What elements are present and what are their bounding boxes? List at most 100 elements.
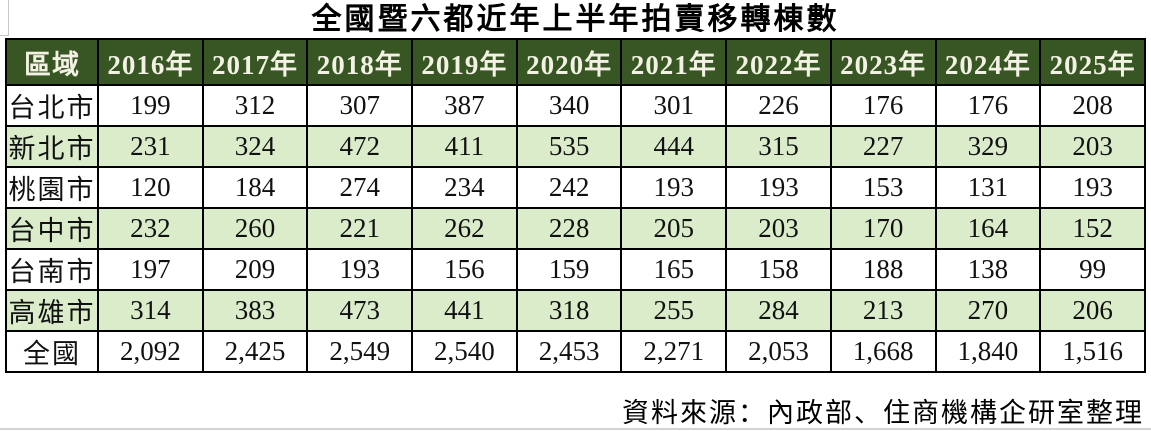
- value-cell: 164: [934, 207, 1042, 250]
- table-body: 台北市 199 312 307 387 340 301 226 176 176 208 新北市 231 3…: [5, 84, 1146, 373]
- value-cell: 176: [829, 84, 937, 127]
- value-cell: 226: [725, 84, 832, 127]
- row-label: 新北市: [5, 125, 99, 168]
- value-cell: 193: [1039, 166, 1146, 209]
- value-cell: 2,092: [97, 330, 204, 373]
- table-row: 桃園市 120 184 274 234 242 193 193 153 131 193: [5, 166, 1146, 209]
- year-column-header: 2018年: [306, 38, 414, 86]
- screenshot-bottom-edge-line: [0, 428, 1151, 430]
- auction-transfer-table: 區域 2016年 2017年 2018年 2019年 2020年 2021年 2022年 202…: [5, 38, 1146, 373]
- value-cell: 284: [725, 289, 832, 332]
- table-header: 區域 2016年 2017年 2018年 2019年 2020年 2021年 2022年 202…: [5, 38, 1146, 86]
- year-column-header: 2025年: [1039, 38, 1146, 86]
- value-cell: 209: [201, 248, 309, 291]
- value-cell: 131: [934, 166, 1042, 209]
- table-row: 台中市 232 260 221 262 228 205 203 170 164 152: [5, 207, 1146, 250]
- value-cell: 270: [934, 289, 1042, 332]
- excel-gridline-horizontal-artifact: [0, 35, 8, 36]
- value-cell: 2,271: [620, 330, 728, 373]
- row-label: 台南市: [5, 248, 99, 291]
- value-cell: 193: [306, 248, 414, 291]
- value-cell: 170: [829, 207, 937, 250]
- value-cell: 329: [934, 125, 1042, 168]
- year-column-header: 2021年: [620, 38, 728, 86]
- table-title: 全國暨六都近年上半年拍賣移轉棟數: [311, 3, 840, 36]
- value-cell: 255: [620, 289, 728, 332]
- value-cell: 176: [934, 84, 1042, 127]
- table-row: 台北市 199 312 307 387 340 301 226 176 176 208: [5, 84, 1146, 127]
- value-cell: 120: [97, 166, 204, 209]
- value-cell: 324: [201, 125, 309, 168]
- year-column-header: 2020年: [515, 38, 623, 86]
- table-row: 全國 2,092 2,425 2,549 2,540 2,453 2,271 2,053 1,6…: [5, 330, 1146, 373]
- value-cell: 340: [515, 84, 623, 127]
- value-cell: 2,453: [515, 330, 623, 373]
- value-cell: 314: [97, 289, 204, 332]
- value-cell: 444: [620, 125, 728, 168]
- value-cell: 1,516: [1039, 330, 1146, 373]
- value-cell: 159: [515, 248, 623, 291]
- value-cell: 184: [201, 166, 309, 209]
- value-cell: 193: [620, 166, 728, 209]
- excel-gridline-vertical-artifact: [8, 0, 9, 36]
- value-cell: 227: [829, 125, 937, 168]
- value-cell: 206: [1039, 289, 1146, 332]
- value-cell: 473: [306, 289, 414, 332]
- row-label: 台中市: [5, 207, 99, 250]
- value-cell: 1,840: [934, 330, 1042, 373]
- value-cell: 1,668: [829, 330, 937, 373]
- value-cell: 165: [620, 248, 728, 291]
- region-column-header: 區域: [5, 38, 99, 86]
- value-cell: 231: [97, 125, 204, 168]
- value-cell: 262: [411, 207, 518, 250]
- value-cell: 156: [411, 248, 518, 291]
- value-cell: 274: [306, 166, 414, 209]
- value-cell: 383: [201, 289, 309, 332]
- value-cell: 221: [306, 207, 414, 250]
- year-column-header: 2019年: [411, 38, 518, 86]
- value-cell: 2,053: [725, 330, 832, 373]
- source-note: 資料來源：內政部、住商機構企研室整理: [622, 398, 1144, 428]
- value-cell: 138: [934, 248, 1042, 291]
- value-cell: 208: [1039, 84, 1146, 127]
- year-column-header: 2016年: [97, 38, 204, 86]
- year-column-header: 2024年: [934, 38, 1042, 86]
- value-cell: 205: [620, 207, 728, 250]
- value-cell: 203: [1039, 125, 1146, 168]
- year-column-header: 2023年: [829, 38, 937, 86]
- value-cell: 387: [411, 84, 518, 127]
- value-cell: 99: [1039, 248, 1146, 291]
- value-cell: 153: [829, 166, 937, 209]
- value-cell: 441: [411, 289, 518, 332]
- table-row: 台南市 197 209 193 156 159 165 158 188 138 99: [5, 248, 1146, 291]
- value-cell: 2,549: [306, 330, 414, 373]
- value-cell: 315: [725, 125, 832, 168]
- row-label: 高雄市: [5, 289, 99, 332]
- value-cell: 234: [411, 166, 518, 209]
- value-cell: 472: [306, 125, 414, 168]
- value-cell: 242: [515, 166, 623, 209]
- value-cell: 411: [411, 125, 518, 168]
- value-cell: 193: [725, 166, 832, 209]
- row-label: 桃園市: [5, 166, 99, 209]
- table-row: 新北市 231 324 472 411 535 444 315 227 329 203: [5, 125, 1146, 168]
- row-label: 全國: [5, 330, 99, 373]
- value-cell: 312: [201, 84, 309, 127]
- value-cell: 232: [97, 207, 204, 250]
- value-cell: 188: [829, 248, 937, 291]
- header-row: 區域 2016年 2017年 2018年 2019年 2020年 2021年 2022年 202…: [5, 38, 1146, 86]
- row-label: 台北市: [5, 84, 99, 127]
- table-row: 高雄市 314 383 473 441 318 255 284 213 270 206: [5, 289, 1146, 332]
- value-cell: 213: [829, 289, 937, 332]
- value-cell: 535: [515, 125, 623, 168]
- value-cell: 203: [725, 207, 832, 250]
- value-cell: 228: [515, 207, 623, 250]
- value-cell: 152: [1039, 207, 1146, 250]
- value-cell: 158: [725, 248, 832, 291]
- value-cell: 307: [306, 84, 414, 127]
- value-cell: 318: [515, 289, 623, 332]
- year-column-header: 2022年: [725, 38, 832, 86]
- value-cell: 301: [620, 84, 728, 127]
- value-cell: 197: [97, 248, 204, 291]
- year-column-header: 2017年: [201, 38, 309, 86]
